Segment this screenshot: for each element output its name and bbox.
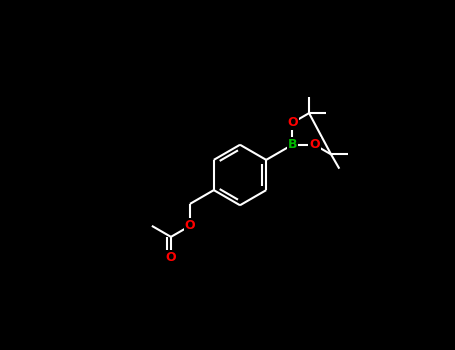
Text: O: O <box>166 251 176 264</box>
Text: O: O <box>185 219 195 232</box>
Text: O: O <box>309 138 320 151</box>
Text: O: O <box>287 116 298 129</box>
Text: B: B <box>288 138 297 151</box>
